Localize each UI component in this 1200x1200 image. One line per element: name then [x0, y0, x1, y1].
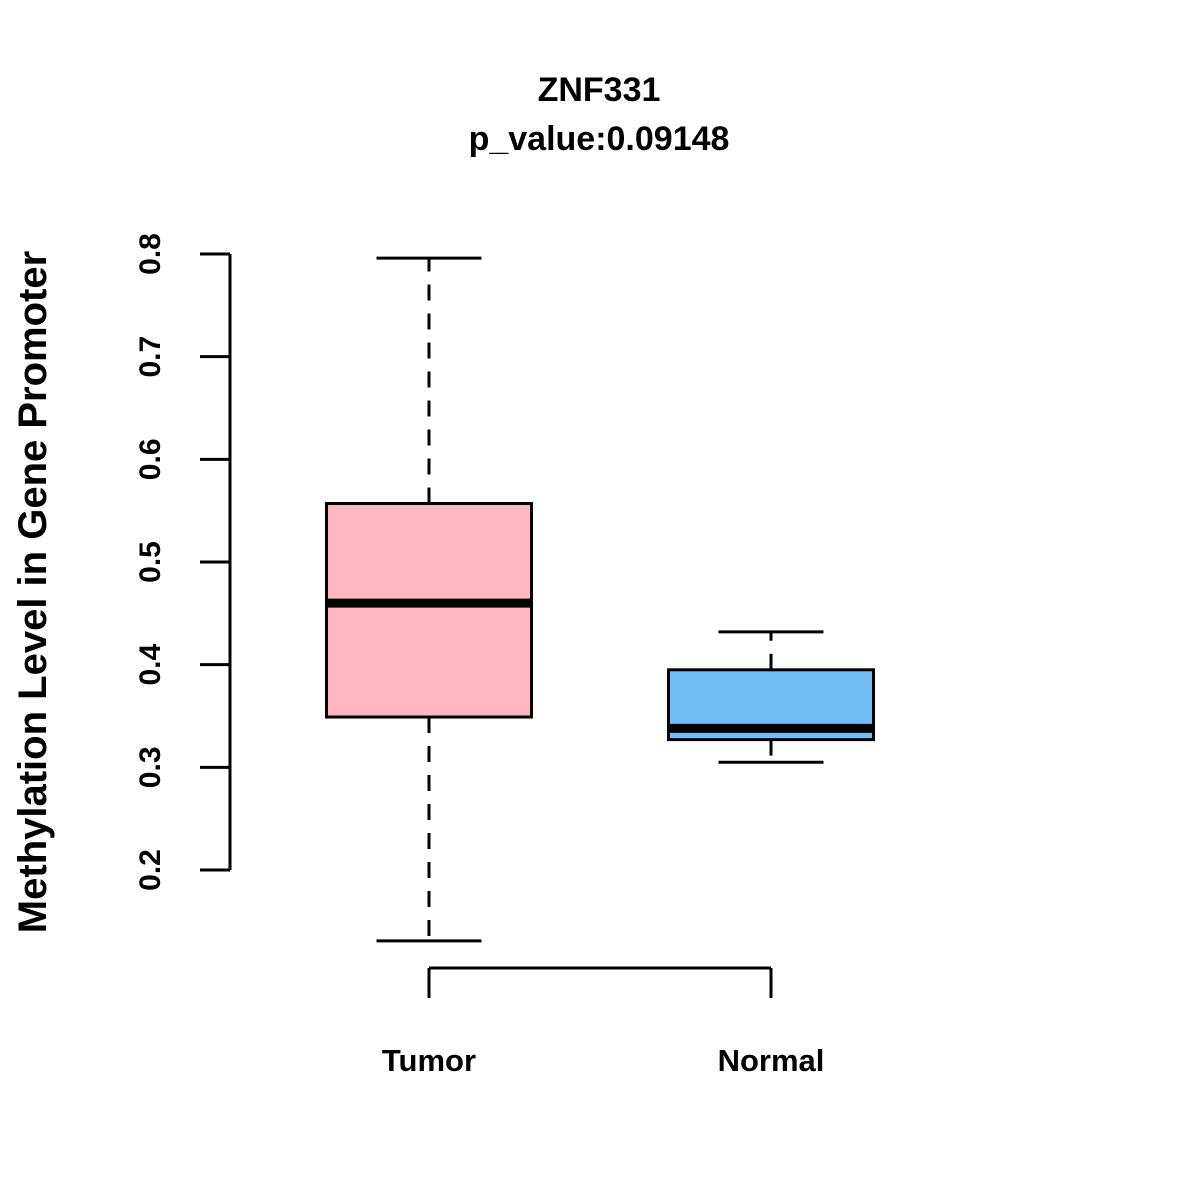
box-group-tumor — [325, 256, 533, 943]
box-group-normal — [667, 630, 875, 764]
y-tick-label: 0.4 — [134, 644, 167, 686]
y-tick-label: 0.5 — [134, 541, 167, 583]
y-tick-label: 0.7 — [134, 336, 167, 378]
x-axis: Tumor Normal — [382, 966, 825, 1078]
iqr-box-tumor — [325, 501, 533, 719]
y-tick-label: 0.6 — [134, 438, 167, 480]
y-tick-label: 0.3 — [134, 746, 167, 788]
y-axis-title: Methylation Level in Gene Promoter — [11, 251, 55, 933]
category-label-tumor: Tumor — [382, 1043, 476, 1078]
boxes — [325, 256, 875, 943]
y-tick-label: 0.2 — [134, 849, 167, 891]
y-axis: 0.2 0.3 0.4 0.5 0.6 0.7 0.8 — [134, 233, 232, 891]
chart-title: ZNF331 — [538, 71, 661, 109]
chart-subtitle-pvalue: p_value:0.09148 — [469, 120, 730, 158]
y-tick-label: 0.8 — [134, 233, 167, 275]
category-label-normal: Normal — [718, 1043, 825, 1078]
